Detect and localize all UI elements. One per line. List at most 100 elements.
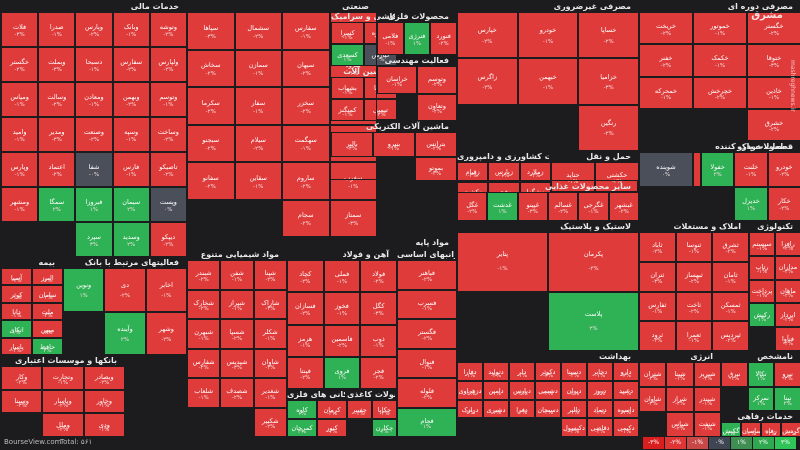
stock-tile[interactable]: سمتاز -۳% <box>329 199 377 237</box>
stock-tile[interactable]: فپنتا -۲% <box>287 356 324 389</box>
sector-30[interactable]: نامشخص نیرو -۲% نکالا ۱% نبرق -۱% نپنا ۲% نمرکز ۱% <box>720 350 800 411</box>
stock-tile[interactable]: شفا -۰% <box>75 152 113 187</box>
stock-tile[interactable]: وتوشه -۲% <box>149 12 187 47</box>
stock-tile[interactable]: وتوسم -۱% <box>149 82 187 117</box>
stock-tile[interactable]: فباهنر -۲% <box>397 260 457 290</box>
stock-tile[interactable]: حتاید -۱% <box>551 162 595 192</box>
stock-tile[interactable]: غدشت ۱% <box>487 192 518 221</box>
stock-tile[interactable]: شاوان -۳% <box>639 387 667 412</box>
stock-tile[interactable]: سخاش -۲% <box>187 49 235 87</box>
stock-tile[interactable]: حکشتی -۲% <box>595 162 639 192</box>
stock-tile[interactable]: زپارس -۱% <box>488 162 520 182</box>
stock-tile[interactable]: سفارس -۱% <box>282 12 330 50</box>
stock-tile[interactable]: اخابر -۱% <box>145 268 187 312</box>
stock-tile[interactable]: خراسان -۱% <box>377 66 417 94</box>
stock-tile[interactable]: دامین -۱% <box>483 380 509 400</box>
stock-tile[interactable]: کچاد -۲% <box>287 260 324 293</box>
stock-tile[interactable]: پلاست ۲% <box>548 291 639 351</box>
stock-tile[interactable]: زملارد -۲% <box>519 162 551 182</box>
stock-tile[interactable]: خاذین -۱% <box>747 76 800 109</box>
stock-tile[interactable]: خدیزل ۱% <box>734 186 768 221</box>
stock-tile[interactable]: داسوه -۱% <box>613 399 639 419</box>
stock-tile[interactable]: خریخت -۲% <box>639 12 693 45</box>
stock-tile[interactable]: غگرجی -۱% <box>578 192 609 221</box>
stock-tile[interactable]: چکاپا -۲% <box>372 400 397 419</box>
stock-tile[interactable]: وتعاون -۲% <box>417 93 457 121</box>
sector-29[interactable]: انرژی شبریز -۲% شپنا -۱% شتران -۲% شبندر -۱% شراز… <box>638 350 721 437</box>
sector-22[interactable]: تولید فلزات گرانبهای اساسیفباهنر-۲%فسرب-… <box>396 248 457 437</box>
stock-tile[interactable]: شاوان -۲% <box>253 348 287 378</box>
stock-tile[interactable]: حافظ ۲% <box>32 337 63 355</box>
stock-tile[interactable]: شوینده ۰% <box>639 152 693 187</box>
stock-tile[interactable]: فلوله -۲% <box>397 378 457 408</box>
sector-9[interactable]: ماشین آلات الکتریکی بترانس -۲% بنیرو -۱% بالب… <box>330 120 457 181</box>
stock-tile[interactable]: غبشهر -۲% <box>608 192 639 221</box>
stock-tile[interactable]: ثفارس -۱% <box>639 291 676 322</box>
stock-tile[interactable]: اتکای ۱% <box>1 320 32 338</box>
stock-tile[interactable]: غگل -۲% <box>457 192 488 221</box>
stock-tile[interactable]: ختوقا -۳% <box>747 44 800 77</box>
stock-tile[interactable]: خودرو -۱% <box>517 12 579 59</box>
stock-tile[interactable]: فلات -۳% <box>1 12 39 47</box>
stock-tile[interactable]: ذوب -۱% <box>360 324 397 357</box>
stock-tile[interactable]: وساخت -۲% <box>149 117 187 152</box>
stock-tile[interactable]: شفارس -۲% <box>187 348 221 378</box>
stock-tile[interactable]: فنورد -۲% <box>430 22 457 55</box>
stock-tile[interactable]: سمگا ۲% <box>38 187 76 222</box>
stock-tile[interactable]: شکلر -۱% <box>253 319 287 349</box>
stock-tile[interactable]: دروز -۱% <box>587 380 613 400</box>
stock-tile[interactable]: سجام -۲% <box>282 199 330 237</box>
stock-tile[interactable]: فملی -۱% <box>323 260 361 293</box>
stock-tile[interactable]: اپرداز -۲% <box>775 303 800 328</box>
stock-tile[interactable]: رفاه -۱% <box>761 422 781 437</box>
stock-tile[interactable]: وشهر -۲% <box>145 311 187 355</box>
stock-tile[interactable]: فیروزا ۱% <box>75 187 113 222</box>
stock-tile[interactable]: آسیا -۱% <box>1 268 32 286</box>
stock-tile[interactable]: خساپا -۲% <box>578 12 639 59</box>
stock-tile[interactable]: وپاسار -۲% <box>42 389 84 414</box>
stock-tile[interactable]: پکرمان -۲% <box>548 232 639 292</box>
stock-tile[interactable]: شبهرن -۱% <box>187 319 221 349</box>
stock-tile[interactable]: فجام ۱% <box>397 407 457 437</box>
site-name[interactable]: BourseView.com <box>4 438 62 446</box>
stock-tile[interactable]: شفن -۱% <box>220 260 254 290</box>
stock-tile[interactable]: دسبحان -۲% <box>535 399 561 419</box>
stock-tile[interactable]: شتران -۲% <box>639 362 667 387</box>
stock-tile[interactable]: دزهراوی -۲% <box>457 380 483 400</box>
stock-tile[interactable]: خکمک -۱% <box>693 44 747 77</box>
stock-tile[interactable]: شسپا -۲% <box>220 319 254 349</box>
stock-tile[interactable]: دانا -۱% <box>1 302 32 321</box>
stock-tile[interactable]: پرداخت -۱% <box>749 279 775 304</box>
stock-tile[interactable]: ساروم -۲% <box>282 162 330 200</box>
sector-3[interactable]: فعالیتهای مرتبط با بانک اخابر -۱% دی -۲% ونوی… <box>62 256 187 355</box>
stock-tile[interactable]: کاوه ۱% <box>287 400 317 419</box>
stock-tile[interactable]: کسعدی ۱% <box>331 44 364 66</box>
stock-tile[interactable]: وبهمن -۲% <box>112 82 150 117</box>
stock-tile[interactable]: وبانک -۱% <box>112 12 150 47</box>
sector-15[interactable]: سایر محصولات غذایی غبشهر -۲% غگرجی -۱% غسالم -… <box>456 180 639 221</box>
stock-tile[interactable]: فاسمین -۲% <box>323 324 361 357</box>
stock-tile[interactable]: دشیری -۱% <box>483 399 509 419</box>
stock-tile[interactable]: سامان -۲% <box>32 285 63 303</box>
stock-tile[interactable]: دلر -۱% <box>509 362 535 381</box>
stock-tile[interactable]: سهگمت -۱% <box>282 124 330 162</box>
stock-tile[interactable]: ومدیر -۳% <box>38 117 76 152</box>
stock-tile[interactable]: خزامیا -۳% <box>578 58 639 105</box>
sector-6[interactable]: محصولات فلزی فنورد -۲% فنرژی ۱% فلامی -۱% <box>376 10 457 55</box>
stock-tile[interactable]: رتاپ -۱% <box>749 255 775 280</box>
stock-tile[interactable]: وبملت -۳% <box>38 47 76 82</box>
sector-1[interactable]: بیمه البرز -۲% آسیا -۱% سامان -۲% کوثر -۱% ملت -۲%… <box>0 256 63 355</box>
stock-tile[interactable]: دپارس -۲% <box>509 380 535 400</box>
stock-tile[interactable]: وتجارت -۱% <box>42 366 84 390</box>
stock-tile[interactable]: شبندر -۱% <box>693 387 721 412</box>
stock-tile[interactable]: ثمسکن -۱% <box>712 291 749 322</box>
stock-tile[interactable]: نپنا ۲% <box>774 386 800 411</box>
stock-tile[interactable]: شپنا -۲% <box>253 260 287 290</box>
stock-tile[interactable]: سپرد ۳% <box>75 222 113 257</box>
stock-tile[interactable]: دیران -۲% <box>561 380 587 400</box>
stock-tile[interactable]: ملت -۲% <box>32 302 63 321</box>
stock-tile[interactable]: سکرما -۲% <box>187 87 235 125</box>
stock-tile[interactable]: شلعاب -۱% <box>187 378 221 408</box>
stock-tile[interactable]: دتولید -۲% <box>483 362 509 381</box>
stock-tile[interactable]: رکیش ۱% <box>749 303 775 328</box>
